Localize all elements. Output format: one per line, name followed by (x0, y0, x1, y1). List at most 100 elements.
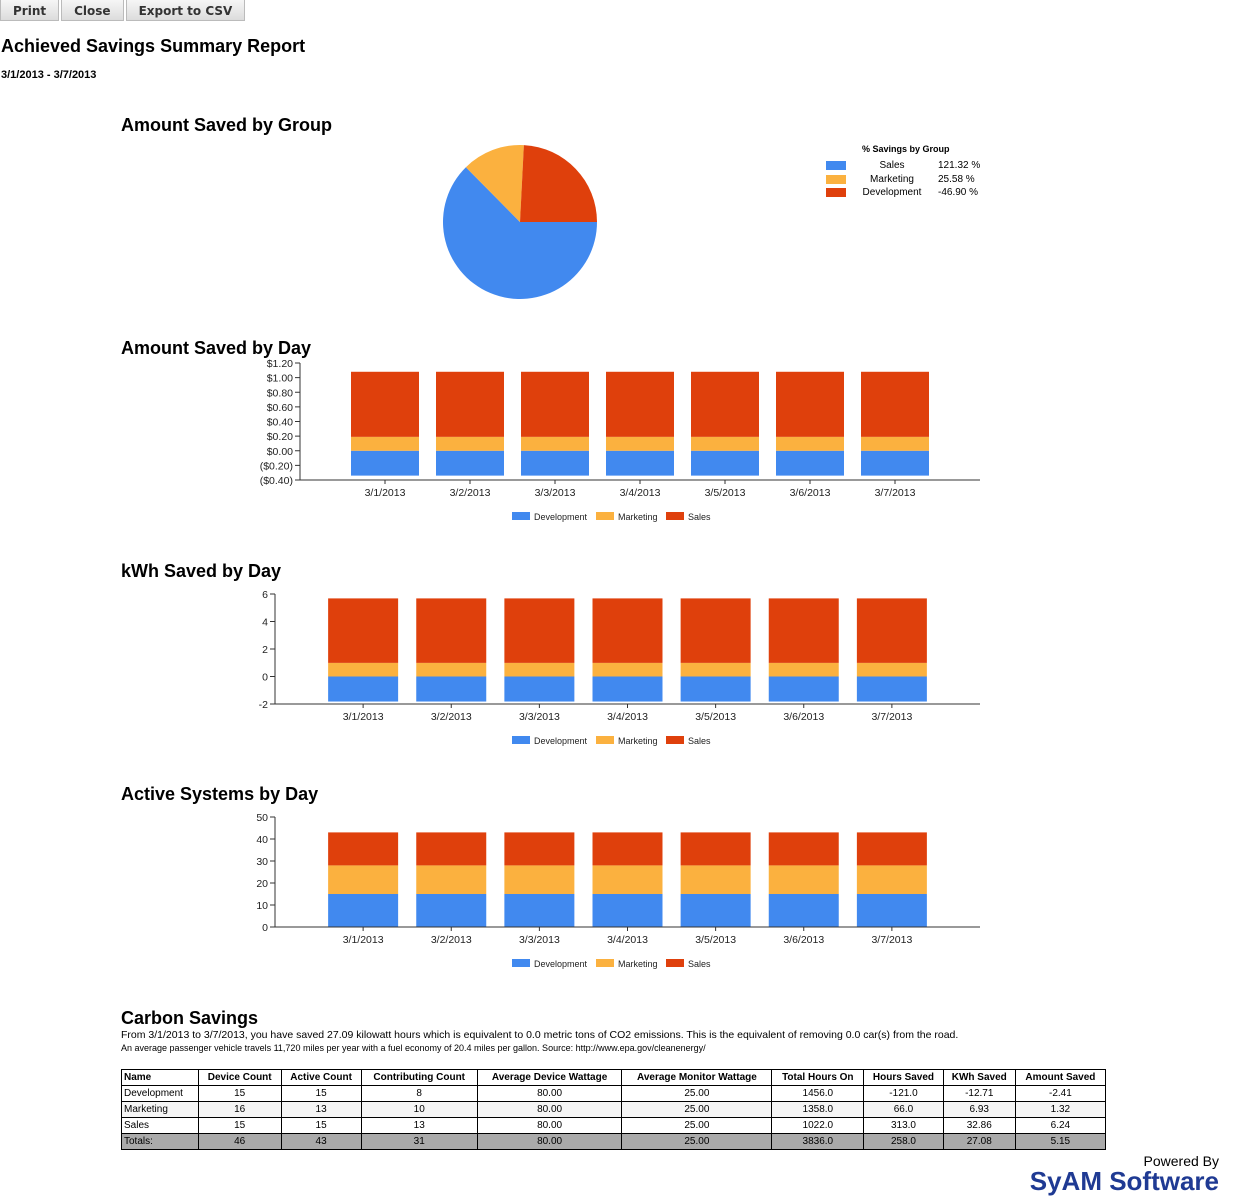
y-tick-label: $0.60 (267, 402, 293, 414)
column-header: Hours Saved (863, 1069, 944, 1086)
table-cell: 15 (197, 1117, 282, 1134)
legend-swatch (512, 959, 530, 967)
bar-sales (768, 598, 839, 663)
table-cell: -12.71 (942, 1085, 1016, 1102)
y-tick-label: 30 (256, 856, 268, 868)
bar-development (776, 450, 844, 476)
x-tick-label: 3/1/2013 (343, 711, 384, 723)
table-cell: 6.24 (1014, 1117, 1107, 1134)
x-tick-label: 3/7/2013 (871, 711, 912, 723)
bar-sales (504, 832, 575, 866)
y-tick-label: $1.00 (267, 373, 293, 385)
bar-development (521, 450, 589, 476)
table-cell: 5.15 (1014, 1133, 1107, 1150)
x-tick-label: 3/1/2013 (365, 487, 406, 499)
x-tick-label: 3/6/2013 (783, 934, 824, 946)
column-header: Amount Saved (1014, 1069, 1107, 1086)
bar-marketing (592, 662, 663, 677)
bar-development (328, 676, 399, 702)
y-tick-label: 40 (256, 834, 268, 846)
legend-label: Marketing (618, 736, 658, 746)
bar-development (606, 450, 674, 476)
y-tick-label: ($0.40) (260, 475, 293, 487)
table-cell: 25.00 (621, 1085, 773, 1102)
table-cell: 80.00 (476, 1133, 623, 1150)
x-tick-label: 3/6/2013 (790, 487, 831, 499)
legend-swatch (826, 188, 846, 198)
table-cell: 25.00 (621, 1101, 773, 1118)
column-header: Active Count (280, 1069, 362, 1086)
bar-sales (504, 598, 575, 663)
x-tick-label: 3/2/2013 (431, 711, 472, 723)
y-tick-label: 10 (256, 900, 268, 912)
table-cell: 27.08 (942, 1133, 1016, 1150)
column-header: Device Count (197, 1069, 282, 1086)
legend-label: Development (862, 187, 922, 199)
bar-development (416, 894, 487, 927)
y-tick-label: 4 (262, 617, 268, 629)
table-cell: 16 (197, 1101, 282, 1118)
legend-label: Marketing (618, 959, 658, 969)
x-tick-label: 3/5/2013 (705, 487, 746, 499)
legend-label: Sales (879, 160, 905, 172)
table-cell: 1022.0 (771, 1117, 865, 1134)
close-button[interactable]: Close (61, 0, 124, 21)
export-csv-button[interactable]: Export to CSV (125, 0, 246, 21)
bar-sales (521, 371, 589, 437)
pie-legend: Sales 121.32 % Marketing 25.58 % Development… (826, 159, 980, 200)
column-header: Average Monitor Wattage (621, 1069, 773, 1086)
pie-slice-development (520, 145, 597, 222)
table-row: Development 15 15 8 80.00 25.00 1456.0 -121.0 -1… (121, 1085, 1107, 1102)
bar-marketing (691, 436, 759, 451)
bar-marketing (521, 436, 589, 451)
bar-development (768, 676, 839, 702)
bar-sales (416, 598, 487, 663)
legend-value: -46.90 % (938, 187, 979, 199)
legend-label: Development (534, 736, 588, 746)
bar-marketing (416, 865, 487, 894)
table-row: Marketing 16 13 10 80.00 25.00 1358.0 66.0 6.93 1… (121, 1101, 1107, 1118)
legend-swatch (666, 959, 684, 967)
bar-sales (856, 598, 927, 663)
y-tick-label: 2 (262, 644, 268, 656)
bar-development (680, 894, 751, 927)
y-tick-label: $0.40 (267, 417, 293, 429)
y-tick-label: $0.20 (267, 431, 293, 443)
table-cell: Sales (121, 1117, 199, 1134)
y-tick-label: $0.80 (267, 387, 293, 399)
column-header: Contributing Count (360, 1069, 478, 1086)
table-cell: 15 (197, 1085, 282, 1102)
print-button[interactable]: Print (0, 0, 60, 21)
legend-value: 121.32 % (938, 160, 981, 172)
table-cell: 8 (360, 1085, 478, 1102)
bar-marketing (768, 662, 839, 677)
syam-logo[interactable]: SyAM Software (1029, 1166, 1219, 1196)
bar-sales (592, 598, 663, 663)
x-tick-label: 3/5/2013 (695, 934, 736, 946)
legend-swatch (596, 736, 614, 744)
bar-marketing (776, 436, 844, 451)
y-tick-label: -2 (259, 699, 268, 711)
pie-slice-marketing (465, 145, 524, 222)
bar-marketing (328, 865, 399, 894)
column-header: Average Device Wattage (476, 1069, 623, 1086)
bar-sales (861, 371, 929, 437)
legend-label: Marketing (618, 512, 658, 522)
table-cell: 66.0 (863, 1101, 944, 1118)
bar-marketing (504, 865, 575, 894)
bar-marketing (680, 865, 751, 894)
legend-label: Sales (688, 512, 711, 522)
pie-legend-item: Marketing 25.58 % (826, 173, 980, 187)
bar-marketing (861, 436, 929, 451)
toolbar: Print Close Export to CSV (0, 0, 247, 21)
table-cell: 25.00 (621, 1117, 773, 1134)
bar-development (416, 676, 487, 702)
bar-chart-3: 3/1/2013 3/2/2013 3/3/2013 3/4/2013 3/5/2013… (256, 812, 980, 969)
table-cell: 43 (280, 1133, 362, 1150)
x-tick-label: 3/5/2013 (695, 711, 736, 723)
table-cell: -121.0 (863, 1085, 944, 1102)
savings-table: Name Device Count Active Count Contributing… (121, 1069, 1107, 1150)
column-header: Name (121, 1069, 199, 1086)
table-cell: 80.00 (476, 1085, 623, 1102)
x-tick-label: 3/7/2013 (871, 934, 912, 946)
